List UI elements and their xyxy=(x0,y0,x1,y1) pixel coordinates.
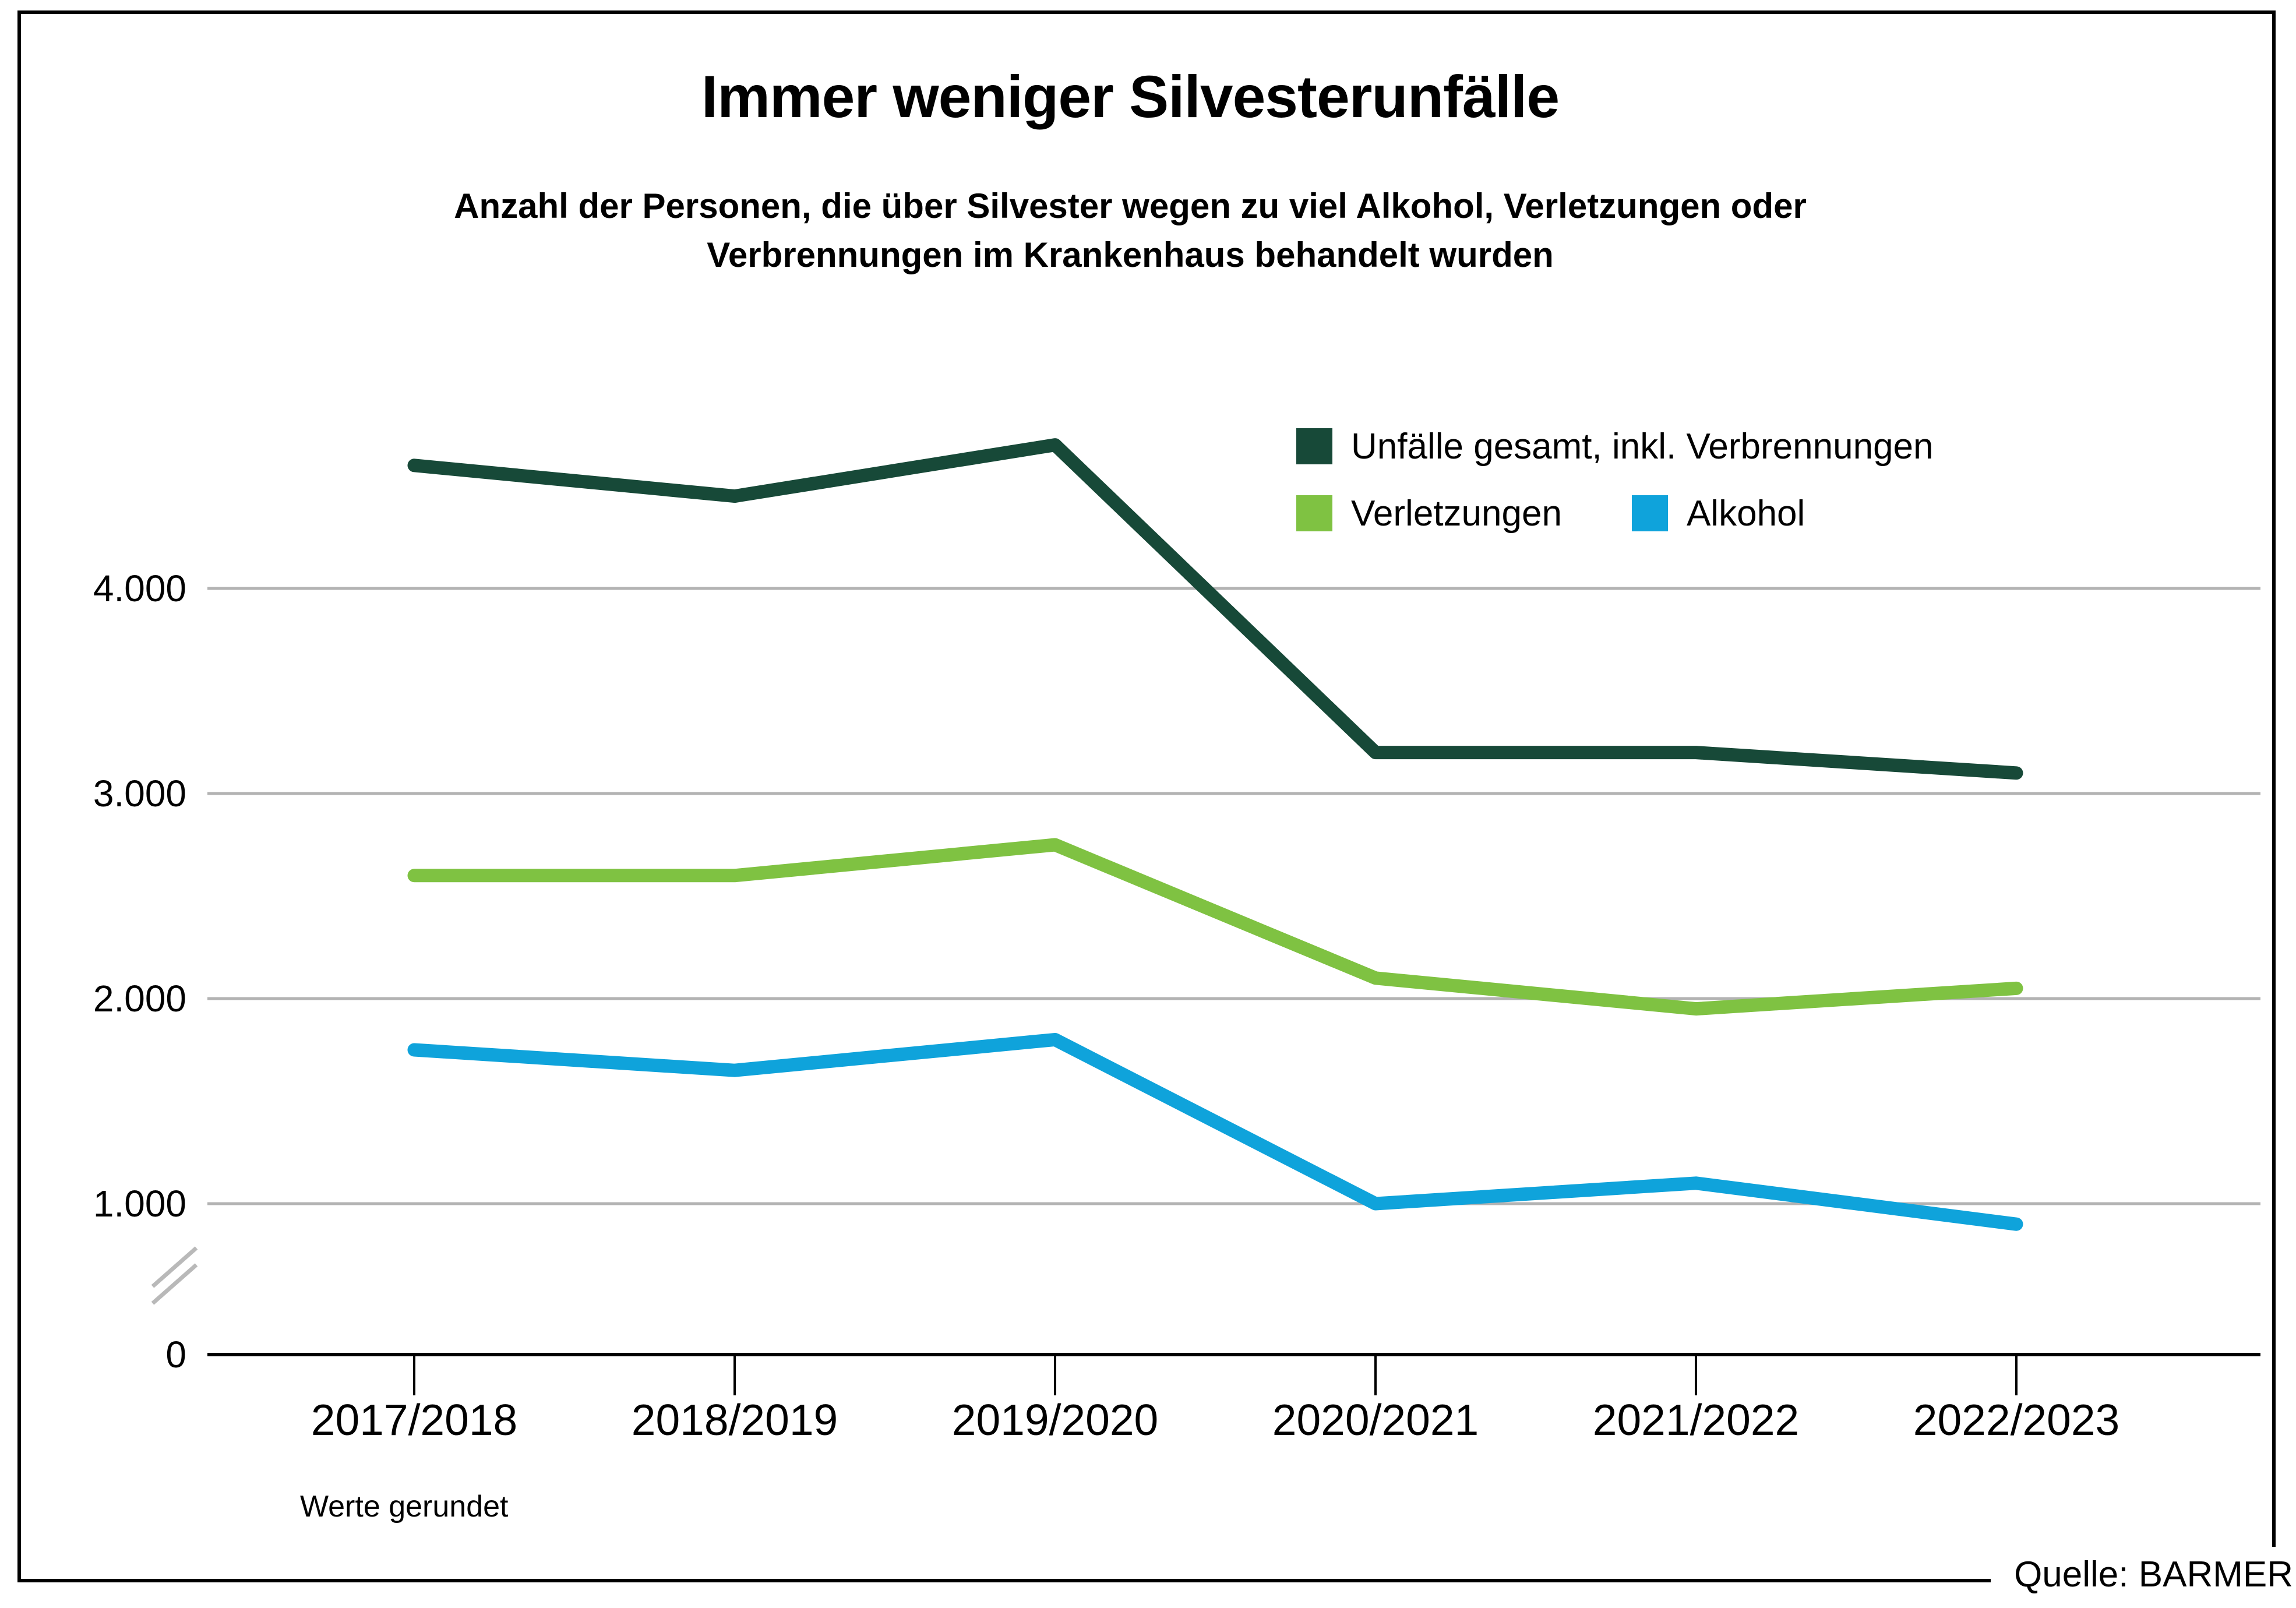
source-credit: Quelle: BARMER xyxy=(1991,1547,2294,1603)
chart-subtitle: Anzahl der Personen, die über Silvester … xyxy=(0,182,2260,280)
legend-swatch-alcohol xyxy=(1631,495,1668,531)
series-line-1 xyxy=(407,838,2023,1016)
legend-item-alcohol: Alkohol xyxy=(1631,493,1805,534)
x-axis-label-2019/2020: 2019/2020 xyxy=(951,1395,1159,1444)
legend: Unfälle gesamt, inkl. Verbrennungen Verl… xyxy=(1296,426,2228,561)
border-frame xyxy=(17,10,2276,1582)
y-axis-label-4000: 4.000 xyxy=(93,567,186,609)
x-axis-label-2022/2023: 2022/2023 xyxy=(1913,1395,2120,1444)
x-axis-label-2018/2019: 2018/2019 xyxy=(631,1395,838,1444)
legend-item-injuries: Verletzungen xyxy=(1296,493,1562,534)
x-axis-label-2020/2021: 2020/2021 xyxy=(1272,1395,1479,1444)
legend-label-total: Unfälle gesamt, inkl. Verbrennungen xyxy=(1351,426,1934,467)
y-axis-label-3000: 3.000 xyxy=(93,773,186,814)
legend-label-injuries: Verletzungen xyxy=(1351,493,1562,534)
x-axis-label-2017/2018: 2017/2018 xyxy=(311,1395,518,1444)
footnote: Werte gerundet xyxy=(300,1490,509,1524)
chart-subtitle-line2: Verbrennungen im Krankenhaus behandelt w… xyxy=(707,235,1554,274)
axis-break-mark xyxy=(151,1263,198,1305)
legend-item-total: Unfälle gesamt, inkl. Verbrennungen xyxy=(1296,426,1934,467)
y-axis-label-0: 0 xyxy=(165,1334,186,1376)
legend-row-2: Verletzungen Alkohol xyxy=(1296,493,2228,534)
legend-row-1: Unfälle gesamt, inkl. Verbrennungen xyxy=(1296,426,2228,467)
legend-swatch-total xyxy=(1296,428,1332,464)
series-line-0 xyxy=(407,438,2023,780)
x-axis-label-2021/2022: 2021/2022 xyxy=(1592,1395,1800,1444)
series-line-2 xyxy=(407,1032,2023,1231)
legend-swatch-injuries xyxy=(1296,495,1332,531)
y-axis-label-2000: 2.000 xyxy=(93,978,186,1020)
axis-break-mark xyxy=(151,1246,198,1288)
legend-label-alcohol: Alkohol xyxy=(1686,493,1805,534)
chart-title: Immer weniger Silvesterunfälle xyxy=(701,64,1560,130)
y-axis-label-1000: 1.000 xyxy=(93,1183,186,1225)
chart-subtitle-line1: Anzahl der Personen, die über Silvester … xyxy=(454,186,1807,225)
